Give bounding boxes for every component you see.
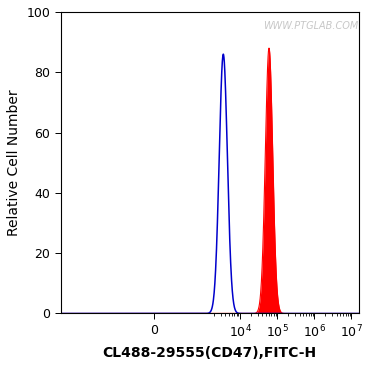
Text: WWW.PTGLAB.COM: WWW.PTGLAB.COM [263, 21, 359, 31]
Y-axis label: Relative Cell Number: Relative Cell Number [7, 90, 21, 236]
X-axis label: CL488-29555(CD47),FITC-H: CL488-29555(CD47),FITC-H [103, 346, 317, 360]
